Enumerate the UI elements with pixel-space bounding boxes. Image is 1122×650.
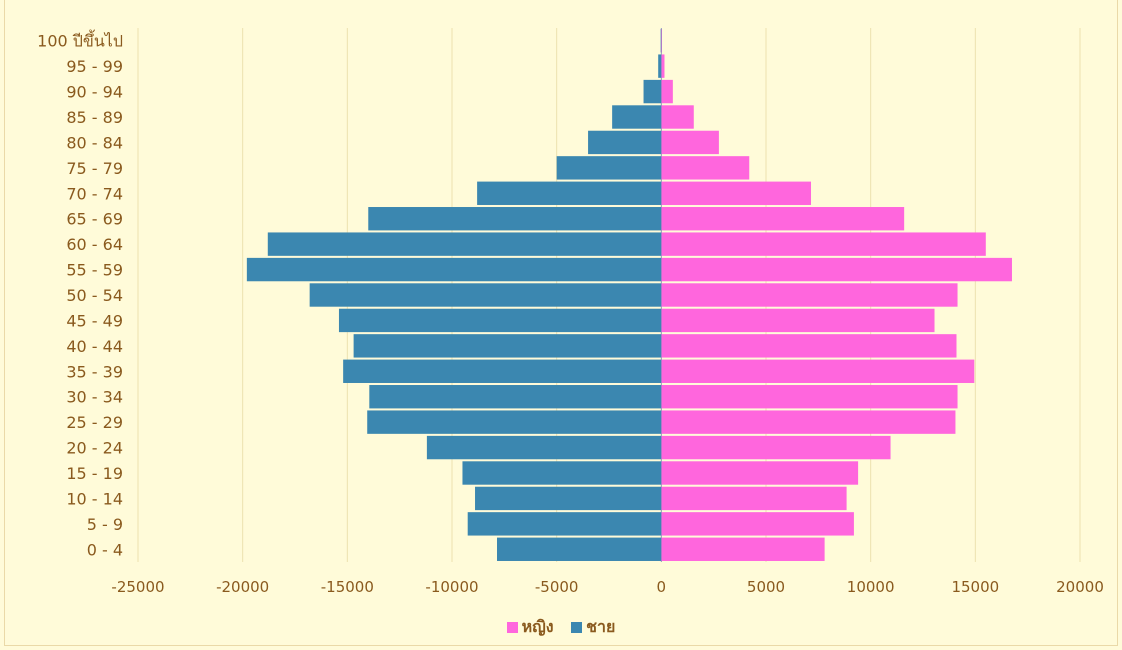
female-bar [661, 334, 957, 358]
male-bar [246, 257, 662, 282]
female-bar [661, 54, 665, 78]
male-bar [338, 308, 662, 333]
category-label: 20 - 24 [66, 439, 123, 458]
legend-label-female: หญิง [521, 617, 554, 636]
category-label: 50 - 54 [66, 286, 123, 305]
male-bar [367, 410, 662, 434]
legend-swatch-female [506, 622, 518, 633]
male-bar [588, 130, 662, 155]
category-label: 70 - 74 [66, 184, 123, 203]
female-bar [661, 359, 975, 383]
category-label: 40 - 44 [66, 337, 123, 356]
population-pyramid-chart: -25000 -20000 -15000 -10000 -5000 0 5000 10000 1… [37, 28, 1104, 596]
female-bar [661, 105, 694, 129]
male-bar [643, 79, 662, 104]
male-bar [660, 29, 662, 53]
x-tick-label: -15000 [321, 578, 374, 596]
category-label: 100 ปีขึ้นไป [37, 30, 123, 51]
category-label: 45 - 49 [66, 311, 123, 330]
x-tick-label: 20000 [1056, 578, 1104, 596]
male-bar [343, 359, 662, 383]
male-bar [267, 232, 662, 256]
category-label: 0 - 4 [87, 540, 123, 559]
male-bar [467, 512, 662, 536]
female-bar [661, 512, 854, 536]
female-bar [661, 29, 662, 53]
female-bar [661, 385, 958, 409]
x-tick-label: 5000 [747, 578, 785, 596]
female-bar [661, 79, 673, 104]
male-bar [309, 283, 662, 307]
x-tick-label: -25000 [111, 578, 164, 596]
female-bar [661, 410, 956, 434]
female-bar [661, 257, 1012, 282]
legend-label-male: ชาย [586, 617, 616, 636]
category-label: 60 - 64 [66, 235, 123, 254]
female-bar [661, 435, 891, 460]
x-tick-label: -10000 [425, 578, 478, 596]
legend-item-male: ชาย [571, 615, 615, 640]
category-label: 80 - 84 [66, 133, 123, 152]
female-bar [661, 486, 847, 511]
x-tick-label: -5000 [535, 578, 579, 596]
x-tick-label: 0 [657, 578, 667, 596]
female-bar [661, 130, 719, 155]
legend: หญิง ชาย [0, 615, 1122, 640]
female-bar [661, 181, 812, 205]
category-label: 30 - 34 [66, 388, 123, 407]
female-bar [661, 207, 905, 231]
category-label: 5 - 9 [87, 515, 123, 534]
x-tick-label: -20000 [216, 578, 269, 596]
male-bar [368, 207, 662, 231]
male-bar [612, 105, 662, 129]
male-bar [658, 54, 662, 78]
chart-area: -25000 -20000 -15000 -10000 -5000 0 5000 10000 1… [4, 0, 1118, 646]
legend-swatch-male [571, 622, 583, 633]
category-label: 75 - 79 [66, 159, 123, 178]
male-bar [462, 461, 662, 485]
male-bar [497, 537, 662, 561]
category-label: 10 - 14 [66, 489, 123, 508]
category-label: 90 - 94 [66, 83, 123, 102]
male-bar [475, 486, 662, 511]
female-bar [661, 308, 935, 333]
x-tick-label: 15000 [951, 578, 999, 596]
category-label: 95 - 99 [66, 57, 123, 76]
category-label: 55 - 59 [66, 261, 123, 280]
male-bar [426, 435, 662, 460]
legend-item-female: หญิง [506, 615, 554, 640]
category-label: 85 - 89 [66, 108, 123, 127]
category-label: 25 - 29 [66, 413, 123, 432]
male-bar [556, 156, 662, 180]
category-label: 65 - 69 [66, 210, 123, 229]
male-bar [477, 181, 662, 205]
x-tick-label: 10000 [847, 578, 895, 596]
female-bar [661, 232, 986, 256]
male-bar [369, 385, 662, 409]
category-label: 35 - 39 [66, 362, 123, 381]
male-bar [353, 334, 662, 358]
female-bar [661, 537, 825, 561]
category-label: 15 - 19 [66, 464, 123, 483]
female-bar [661, 283, 958, 307]
female-bar [661, 461, 859, 485]
female-bar [661, 156, 750, 180]
